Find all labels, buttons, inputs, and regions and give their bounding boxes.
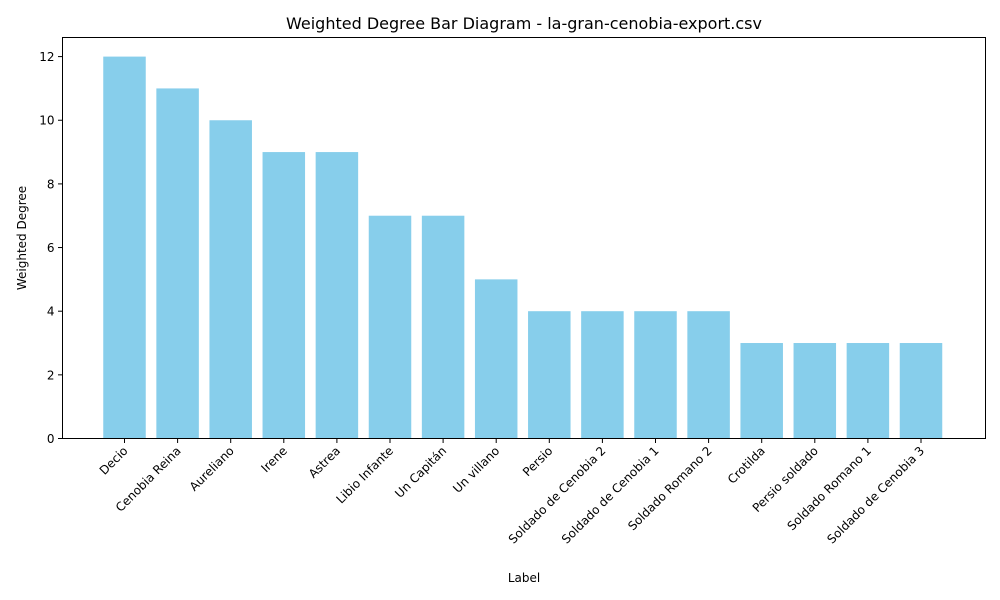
x-tick-label: Soldado de Cenobia 3	[824, 444, 927, 547]
y-tick-label: 2	[47, 368, 55, 382]
y-tick-label: 12	[39, 50, 54, 64]
bar	[474, 279, 518, 439]
bar	[528, 311, 571, 439]
bar	[315, 152, 359, 439]
x-tick-label: Persio	[520, 444, 555, 479]
x-tick-label: Crotilda	[725, 444, 768, 487]
y-tick-label: 4	[47, 305, 55, 319]
bar	[368, 215, 412, 439]
plot-frame	[62, 37, 986, 439]
x-tick-label: Un Capitán	[392, 444, 449, 501]
bar	[581, 311, 624, 439]
y-axis-label: Weighted Degree	[15, 186, 29, 290]
chart-title: Weighted Degree Bar Diagram - la-gran-ce…	[286, 14, 762, 33]
bar	[687, 311, 730, 439]
bars-group	[103, 56, 943, 439]
y-tick-label: 6	[47, 241, 55, 255]
bar	[846, 343, 890, 439]
bar	[262, 152, 306, 439]
x-tick-label: Soldado de Cenobia 2	[506, 444, 609, 547]
bar	[634, 311, 677, 439]
x-tick-label: Libio Infante	[334, 444, 397, 507]
bar	[793, 343, 837, 439]
bar	[740, 343, 783, 439]
bar	[421, 215, 465, 439]
x-tick-label: Decio	[97, 444, 131, 478]
x-tick-label: Irene	[258, 444, 290, 476]
x-tick-label: Un villano	[450, 444, 502, 496]
bar	[899, 343, 943, 439]
y-tick-label: 10	[39, 114, 54, 128]
bar	[209, 120, 252, 439]
x-axis-label: Label	[508, 571, 540, 585]
x-tick-label: Aureliano	[187, 444, 237, 494]
y-tick-label: 0	[47, 432, 55, 446]
bar	[103, 56, 146, 439]
x-tick-label: Astrea	[306, 444, 343, 481]
y-axis: 0 2 4 6 8 10 12	[39, 50, 63, 446]
x-tick-label: Soldado de Cenobia 1	[559, 444, 662, 547]
y-tick-label: 8	[47, 177, 55, 191]
bar	[156, 88, 199, 439]
